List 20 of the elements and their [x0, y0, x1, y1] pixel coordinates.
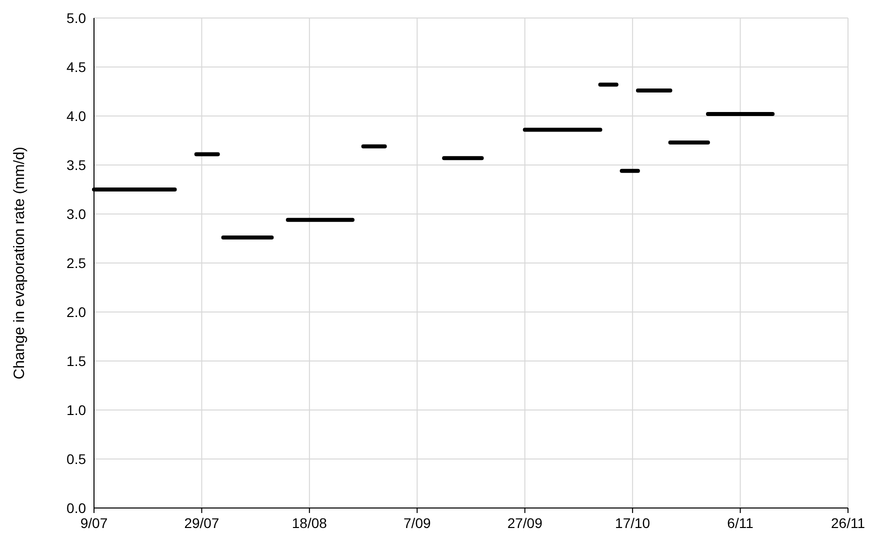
y-tick-label: 5.0: [66, 10, 86, 26]
x-tick-label: 27/09: [507, 515, 543, 531]
x-tick-label: 29/07: [184, 515, 220, 531]
y-tick-label: 3.0: [66, 206, 86, 222]
x-tick-label: 17/10: [615, 515, 650, 531]
y-tick-label: 0.0: [66, 500, 86, 516]
x-tick-label: 7/09: [404, 515, 431, 531]
y-axis-title: Change in evaporation rate (mm/d): [11, 146, 28, 380]
x-tick-label: 9/07: [80, 515, 108, 531]
y-tick-label: 1.5: [66, 353, 86, 369]
y-tick-label: 2.0: [66, 304, 86, 320]
y-tick-label: 3.5: [66, 157, 86, 173]
x-tick-label: 18/08: [292, 515, 328, 531]
x-tick-label: 6/11: [727, 515, 754, 531]
y-tick-label: 4.5: [66, 59, 86, 75]
y-tick-label: 1.0: [66, 402, 86, 418]
y-tick-label: 4.0: [66, 108, 86, 124]
y-tick-label: 0.5: [66, 451, 86, 467]
y-tick-label: 2.5: [66, 255, 86, 271]
x-tick-label: 26/11: [831, 515, 866, 531]
